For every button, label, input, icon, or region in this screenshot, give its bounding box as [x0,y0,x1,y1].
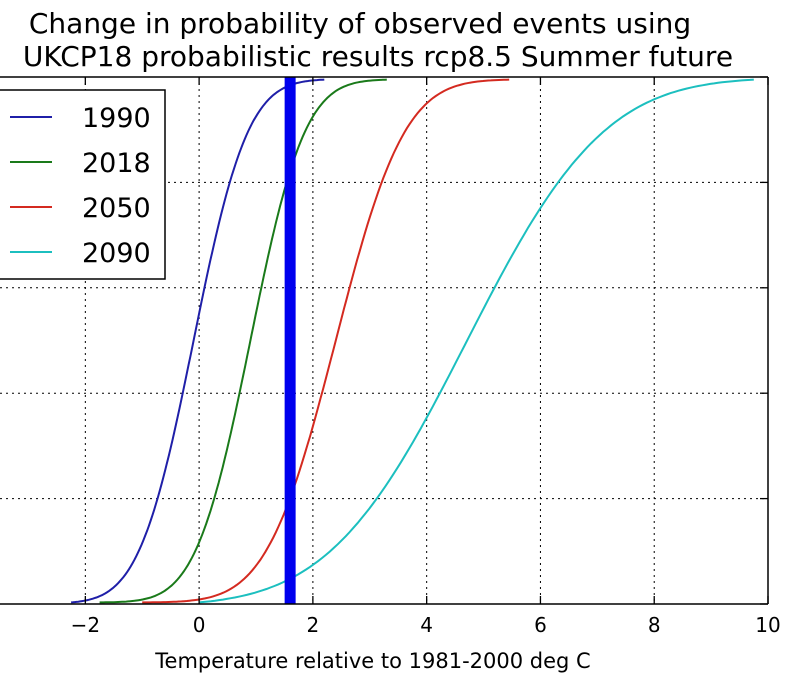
x-tick-label-6: 10 [755,613,780,637]
x-tick-labels: −2 0 2 4 6 8 10 [71,613,781,637]
axes [0,76,769,605]
x-tick-label-2: 2 [307,613,320,637]
x-tick-label-5: 8 [648,613,661,637]
series-lines [71,78,754,604]
x-tick-label-3: 4 [420,613,433,637]
chart-subtitle: UKCP18 probabilistic results rcp8.5 Summ… [23,40,733,73]
legend-label-2050: 2050 [82,193,151,224]
legend-box [0,89,166,280]
chart-title: Change in probability of observed events… [29,7,691,40]
legend: 1990 2018 2050 2090 [0,89,166,280]
legend-label-2018: 2018 [82,148,151,179]
series-line-2090 [199,78,754,604]
x-tick-label-1: 0 [193,613,206,637]
legend-label-2090: 2090 [82,238,151,269]
series-line-2018 [99,78,387,604]
legend-label-1990: 1990 [82,103,151,134]
x-tick-label-4: 6 [534,613,547,637]
series-line-1990 [71,78,325,604]
series-line-2050 [142,78,510,604]
x-axis-label: Temperature relative to 1981-2000 deg C [154,649,590,673]
x-tick-label-0: −2 [71,613,100,637]
